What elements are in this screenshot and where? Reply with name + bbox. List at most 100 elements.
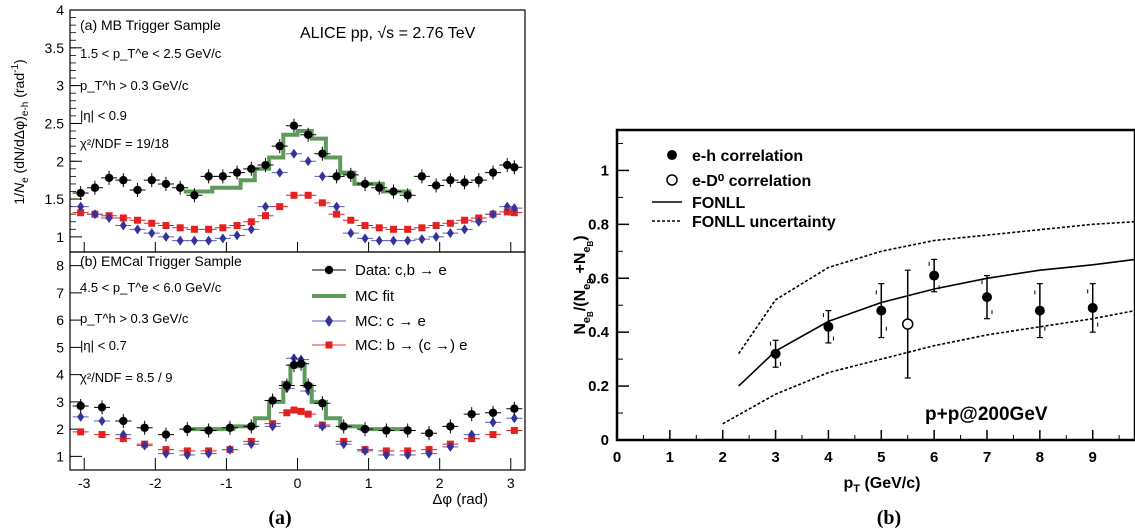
bottom-data-point (183, 424, 192, 434)
bottom-mc-fit-line (183, 361, 412, 432)
bottom-y-tick-label: 7 (56, 285, 64, 301)
top-y-tick-label: 1.5 (45, 191, 65, 207)
right-x-tick-label: 5 (877, 449, 885, 466)
eh-point (929, 270, 940, 281)
top-c-point (375, 235, 383, 246)
right-x-tick-label: 0 (613, 449, 621, 466)
top-data-point (510, 163, 519, 172)
right-y-tick-label: 0.2 (588, 378, 609, 395)
top-kin-1: p_T^h > 0.3 GeV/c (80, 78, 189, 93)
left-legend: Data: c,b → e MC fit MC: c → e MC: b → (… (312, 262, 468, 354)
bottom-data-point (510, 404, 519, 413)
top-b-point (290, 191, 298, 199)
right-x-tick-label: 4 (824, 449, 833, 466)
collab-label: ALICE pp, √s = 2.76 TeV (300, 25, 476, 42)
eh-syst-bracket (875, 290, 887, 331)
top-data-point (275, 141, 284, 151)
top-c-point (247, 224, 255, 235)
bottom-kin-0: 4.5 < p_T^e < 6.0 GeV/c (80, 280, 222, 295)
top-c-point (461, 224, 469, 235)
top-y-tick-label: 2 (56, 153, 64, 169)
top-c-point (148, 228, 156, 239)
top-c-point (404, 235, 412, 246)
bottom-y-tick-label: 6 (56, 312, 64, 328)
top-data-point (503, 160, 512, 170)
right-figure: 0 1 2 3 4 5 6 7 8 9 0 0.2 0.4 0.6 0.8 1 e-h correlation… (572, 128, 1135, 528)
right-y-tick-label: 0.6 (588, 270, 609, 287)
top-b-point (176, 224, 184, 232)
top-c-point (489, 209, 497, 220)
bottom-c-point (446, 441, 454, 452)
eh-syst-bracket (928, 261, 940, 290)
top-c-point (318, 171, 326, 182)
right-y-tick-label: 0.4 (588, 324, 610, 341)
bottom-c-point (361, 445, 369, 456)
top-b-point (375, 224, 383, 232)
bottom-c-point (226, 444, 234, 455)
right-x-tick-label: 3 (771, 449, 779, 466)
top-b-point (361, 222, 369, 230)
eh-syst-bracket (1087, 289, 1099, 327)
top-b-point (162, 222, 170, 230)
eh-point (1034, 305, 1045, 316)
top-data-point (261, 160, 270, 170)
bottom-b-point (489, 431, 497, 439)
legend-ed-marker (666, 174, 678, 186)
bottom-data-point (97, 403, 107, 412)
bottom-panel-marks (72, 353, 523, 461)
top-data-point (389, 187, 398, 196)
x-tick-label: 0 (294, 475, 302, 491)
eh-syst-bracket (1034, 290, 1046, 331)
legend-eh-label: e-h correlation (692, 148, 803, 165)
top-b-point (148, 219, 156, 227)
top-c-point (418, 234, 426, 245)
legend-b-label: MC: b → (c →) e (355, 337, 468, 354)
bottom-c-point (162, 448, 170, 459)
bottom-y-tick-label: 1 (56, 448, 64, 464)
top-c-point (510, 203, 518, 214)
top-data-point (303, 130, 313, 139)
top-b-point (503, 208, 511, 216)
top-data-point (161, 179, 171, 189)
right-marks (722, 220, 1135, 425)
bottom-c-point (269, 421, 277, 432)
eh-syst-bracket (981, 280, 993, 315)
top-c-point (503, 201, 511, 212)
top-b-point (318, 199, 326, 207)
bottom-c-point (318, 421, 326, 432)
top-b-point (276, 203, 284, 211)
right-annotation: p+p@200GeV (925, 404, 1048, 425)
bottom-data-point (339, 422, 348, 431)
bottom-b-point (77, 428, 85, 436)
top-b-point (333, 210, 341, 218)
bottom-c-point (340, 439, 348, 450)
x-tick-label: 1 (365, 475, 373, 491)
bottom-c-point (489, 417, 497, 428)
x-ticks: -3 -2 -1 0 1 2 3 (78, 242, 515, 491)
bottom-b-point (510, 426, 518, 434)
right-x-tick-label: 7 (983, 449, 991, 466)
bottom-y-tick-label: 5 (56, 339, 64, 355)
top-c-point (276, 167, 284, 178)
top-data-point (147, 175, 156, 185)
bottom-c-point (510, 413, 518, 424)
caption-right: (b) (877, 507, 901, 528)
legend-data-label: Data: c,b → e (355, 262, 447, 279)
top-mc-fit-line (183, 129, 412, 194)
bottom-data-point (268, 396, 277, 405)
bottom-data-point (247, 422, 256, 431)
bottom-c-point (247, 439, 255, 450)
top-c-point (105, 212, 113, 223)
legend-data-marker (324, 265, 334, 275)
ed-point (901, 318, 914, 330)
top-c-point (432, 231, 440, 242)
bottom-b-point (297, 407, 305, 415)
top-data-point (318, 149, 327, 158)
bottom-data-point (446, 422, 455, 431)
top-b-point (233, 222, 241, 230)
legend-ed-label: e-D⁰ correlation (692, 173, 811, 190)
top-c-point (475, 216, 483, 227)
right-x-tick-label: 8 (1036, 449, 1044, 466)
top-data-point (360, 179, 370, 189)
